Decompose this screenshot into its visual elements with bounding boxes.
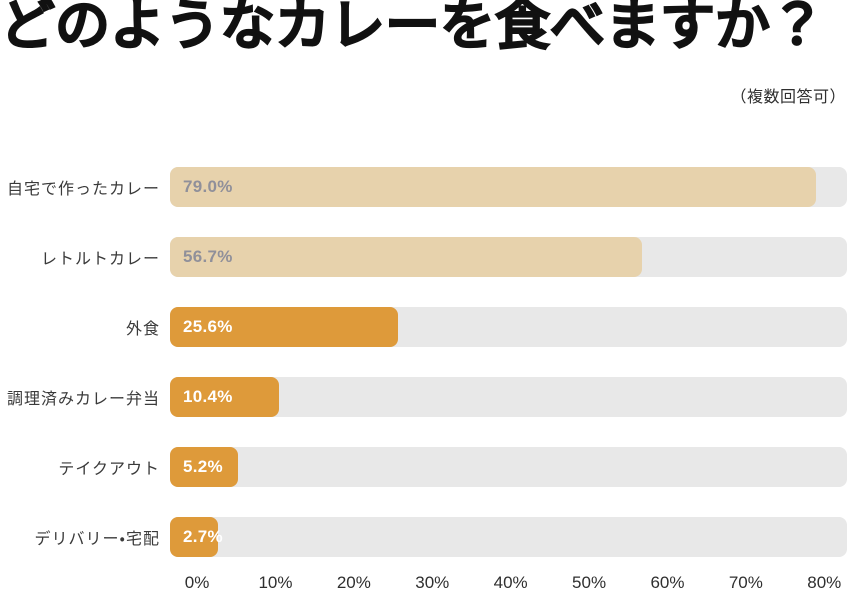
chart-row: レトルトカレー 56.7% [0, 237, 847, 277]
category-label: デリバリー・宅配 [34, 531, 160, 548]
bar-track: 10.4% [170, 377, 847, 417]
x-axis-tick-label: 40% [493, 573, 528, 592]
bar: 5.2% [170, 447, 238, 487]
category-label: 調理済みカレー弁当 [6, 391, 160, 408]
bar: 10.4% [170, 377, 279, 417]
chart-title: どのようなカレーを食べますか？ [0, 0, 826, 57]
x-axis-tick-label: 20% [336, 573, 371, 592]
chart-row: テイクアウト 5.2% [0, 447, 847, 487]
category-label: 外食 [125, 321, 160, 338]
bar-value-label: 5.2% [183, 457, 223, 476]
chart-row: 外食 25.6% [0, 307, 847, 347]
bar-track: 2.7% [170, 517, 847, 557]
bar: 2.7% [170, 517, 223, 557]
x-axis-tick-label: 60% [650, 573, 685, 592]
category-label: テイクアウト [58, 461, 160, 478]
x-axis: 0% 10% 20% 30% 40% 50% 60% 70% 80% [170, 557, 847, 602]
bar-value-label: 79.0% [183, 177, 233, 196]
multiple-answers-note: （複数回答可） [730, 89, 846, 106]
chart-row: 調理済みカレー弁当 10.4% [0, 377, 847, 417]
bar-value-label: 2.7% [183, 527, 223, 546]
x-axis-tick-label: 0% [184, 573, 210, 592]
x-axis-tick-label: 30% [415, 573, 450, 592]
x-axis-tick-label: 80% [807, 573, 842, 592]
bar-track: 56.7% [170, 237, 847, 277]
category-label: レトルトカレー [40, 251, 160, 268]
bar-value-label: 25.6% [183, 317, 233, 336]
bar: 79.0% [170, 167, 817, 207]
x-axis-tick-label: 70% [728, 573, 763, 592]
bar-value-label: 10.4% [183, 387, 233, 406]
bar-track: 79.0% [170, 167, 847, 207]
x-axis-tick-label: 10% [258, 573, 293, 592]
bar-track: 5.2% [170, 447, 847, 487]
bar-value-label: 56.7% [183, 247, 233, 266]
bar: 56.7% [170, 237, 642, 277]
bar-track: 25.6% [170, 307, 847, 347]
x-axis-tick-label: 50% [572, 573, 607, 592]
chart-row: デリバリー・宅配 2.7% [0, 517, 847, 557]
chart-rows: 自宅で作ったカレー 79.0% レトルトカレー 56.7% 外食 25.6% 調… [0, 167, 847, 587]
category-label: 自宅で作ったカレー [6, 181, 160, 198]
bar: 25.6% [170, 307, 398, 347]
chart-row: 自宅で作ったカレー 79.0% [0, 167, 847, 207]
